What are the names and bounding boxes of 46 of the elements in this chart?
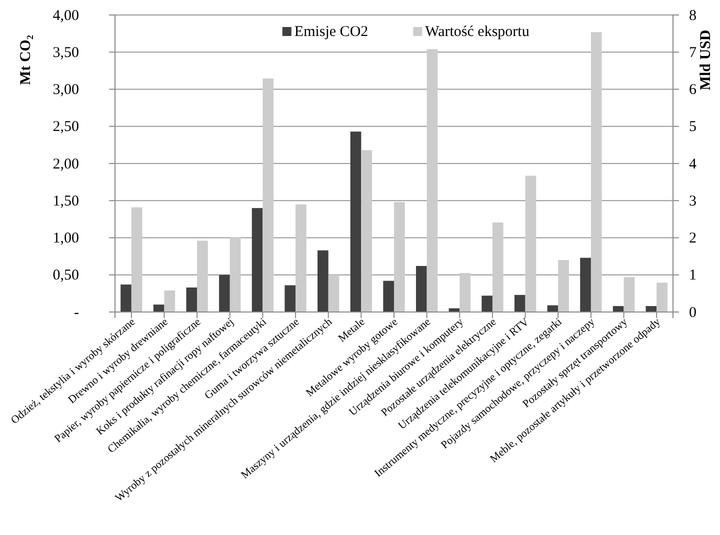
y2-tick-label: 2 (689, 230, 696, 247)
y2-tick-label: 7 (689, 44, 697, 61)
bar (296, 204, 306, 312)
bar (460, 273, 470, 312)
bar (492, 222, 504, 312)
y-axis-title: Mt CO₂ (18, 34, 34, 85)
legend-label: Emisje CO2 (294, 24, 368, 40)
bar (580, 258, 591, 312)
y-tick-label: 0,50 (52, 268, 79, 284)
y2-axis-title: Mld USD (698, 30, 714, 90)
bar (558, 260, 569, 312)
bar (656, 282, 668, 312)
y-tick-label: 1,50 (52, 193, 79, 210)
bar (426, 49, 438, 312)
y2-tick-label: 4 (689, 156, 697, 172)
y-tick-label: 1,00 (52, 230, 79, 247)
bar (383, 280, 394, 312)
bar (197, 240, 208, 312)
y2-tick-label: 3 (689, 193, 696, 210)
bar (482, 296, 492, 312)
y2-tick-label: 8 (689, 8, 696, 24)
y2-tick-label: 5 (689, 119, 696, 136)
bar (394, 202, 405, 312)
bar (131, 207, 142, 312)
bar (525, 176, 536, 312)
bar (624, 277, 635, 312)
bar (230, 237, 241, 312)
bar (612, 306, 624, 312)
y-tick-label: 3,50 (52, 44, 79, 61)
bar (514, 294, 526, 312)
legend-label: Wartość eksportu (425, 24, 530, 40)
bar (284, 285, 296, 312)
y2-tick-label: 6 (689, 82, 697, 98)
bar (416, 266, 427, 312)
y-tick-label: - (74, 304, 79, 321)
y-tick-label: 3,00 (52, 82, 79, 98)
y-tick-label: 2,00 (52, 156, 79, 172)
bar (646, 306, 657, 312)
y2-tick-label: 0 (689, 304, 696, 321)
bar (164, 290, 176, 312)
bar (590, 32, 602, 312)
y2-tick-label: 1 (689, 268, 696, 284)
y-tick-label: 4,00 (52, 8, 79, 24)
bar (262, 78, 274, 312)
bar (120, 284, 132, 312)
y-tick-label: 2,50 (52, 119, 79, 136)
